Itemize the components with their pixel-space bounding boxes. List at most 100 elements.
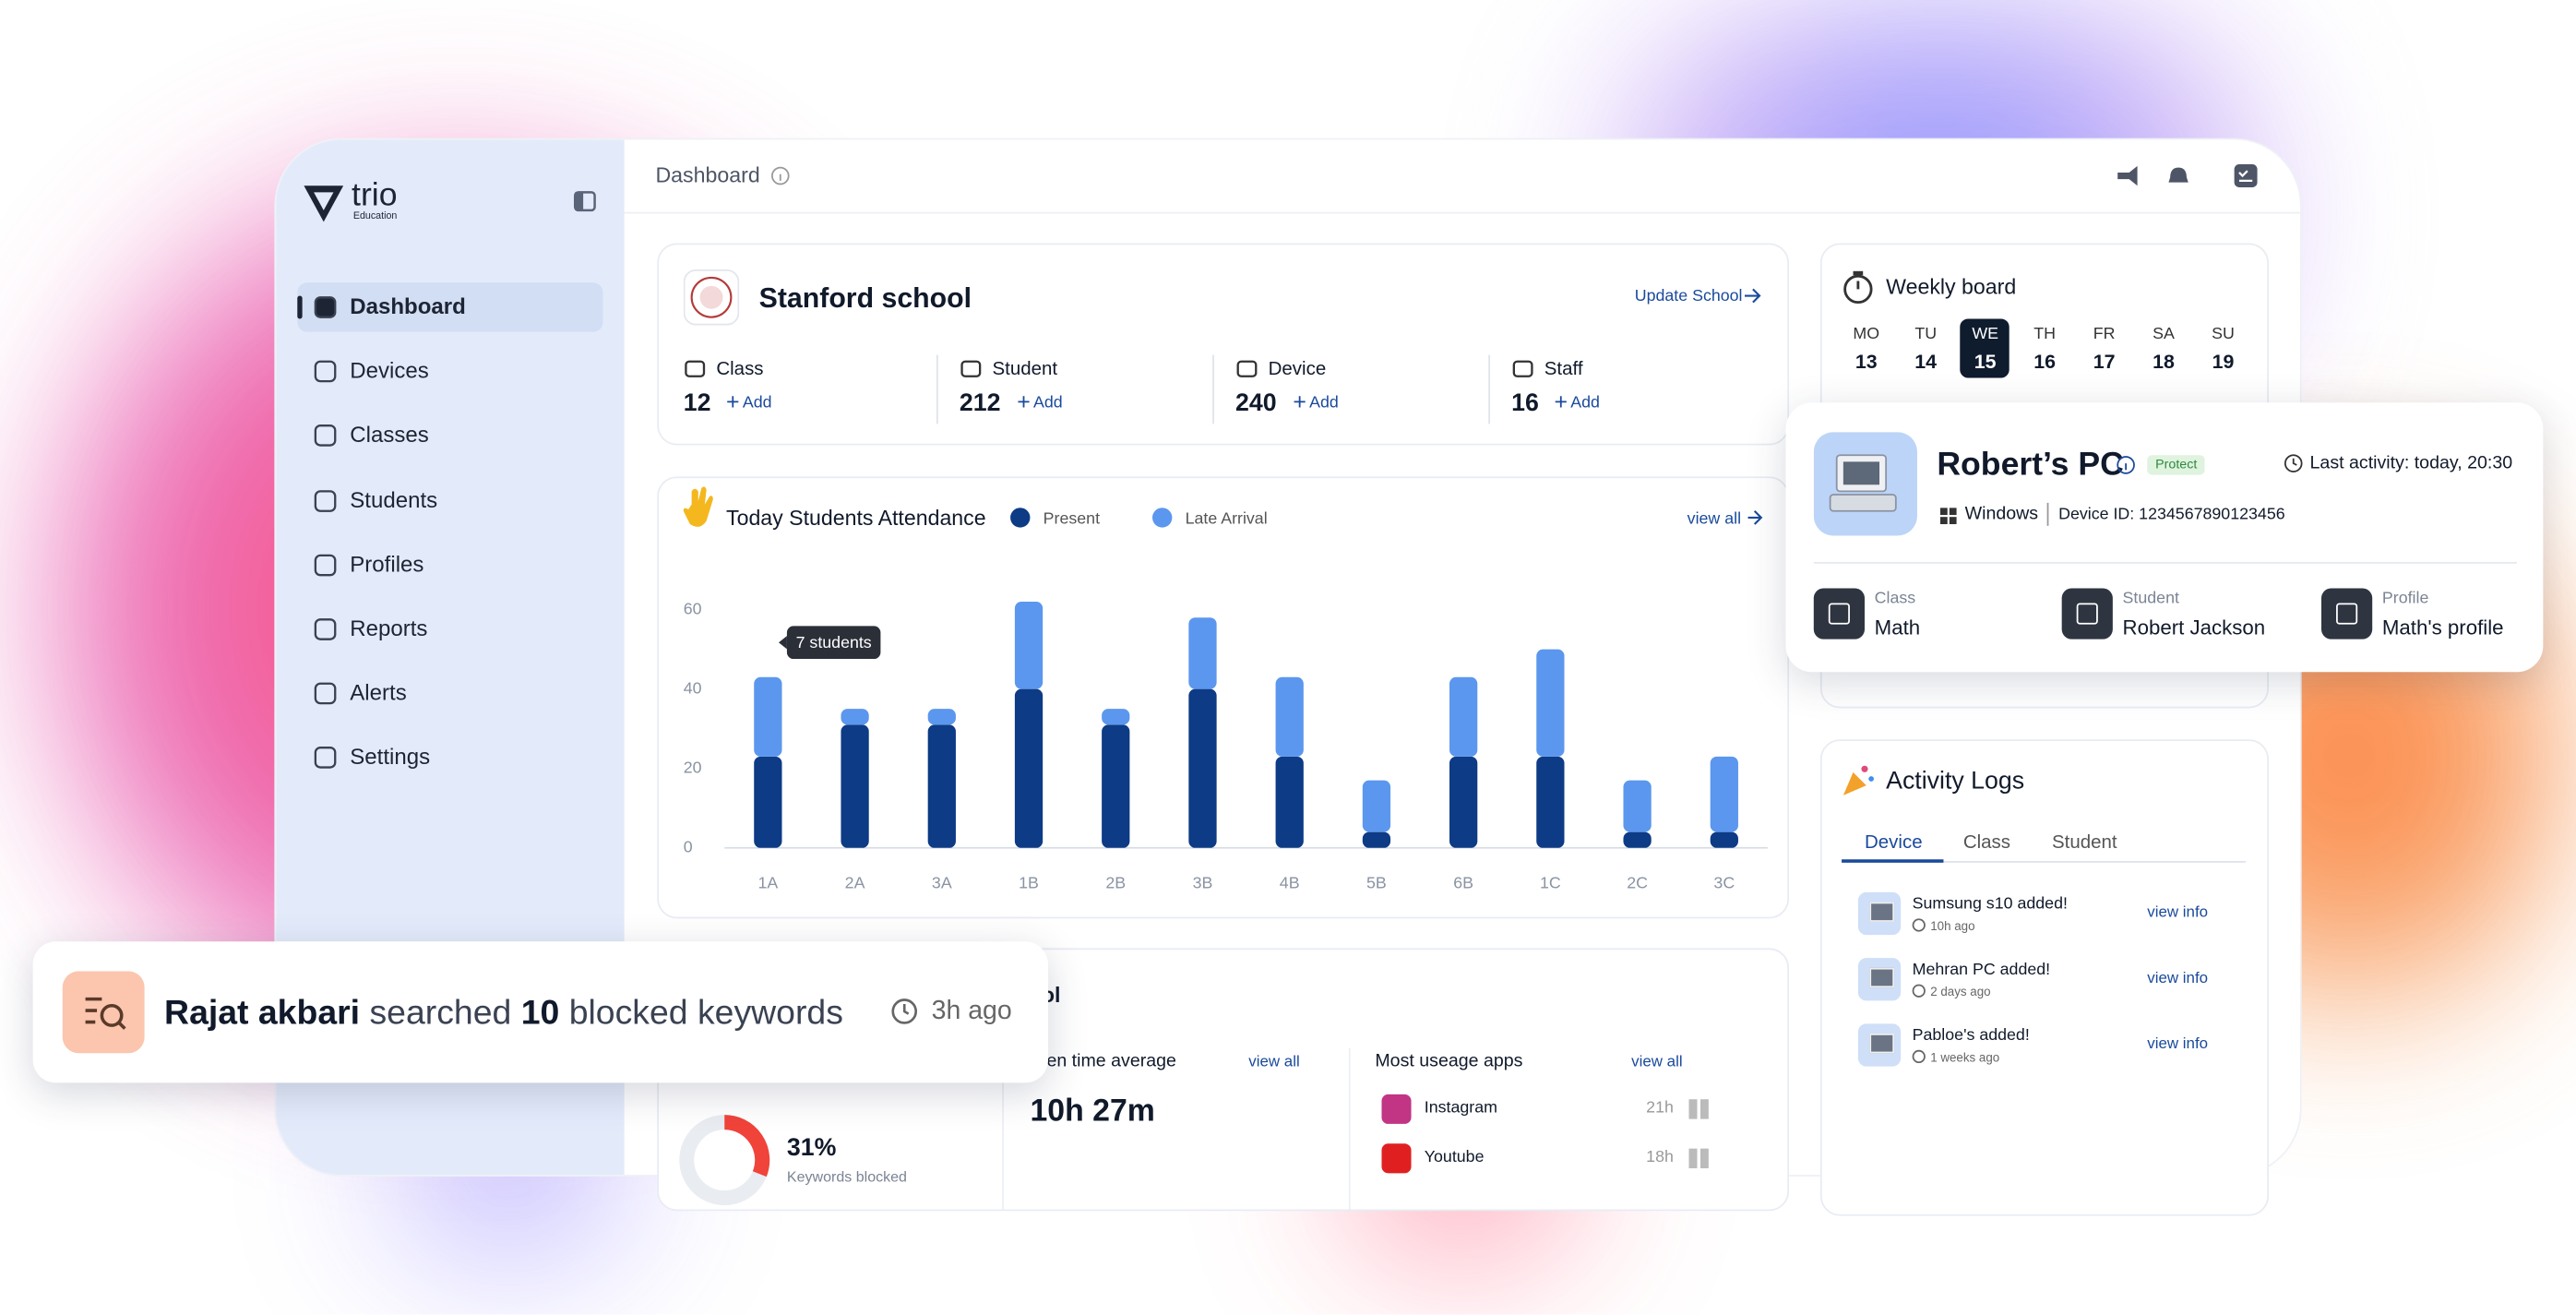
view-all[interactable]: view all	[1248, 1053, 1300, 1071]
day-selected	[1960, 318, 2010, 378]
stat-value: 16	[1511, 389, 1539, 418]
day-name[interactable]: WE	[1972, 325, 1999, 344]
bar	[1623, 780, 1652, 832]
nav-item[interactable]: Classes	[350, 423, 429, 448]
bar	[1710, 831, 1738, 848]
chart-title: Today Students Attendance	[726, 506, 986, 530]
log-time: 2 days ago	[1930, 984, 1991, 999]
field-icon	[2321, 588, 2373, 640]
x-tick-label: 6B	[1453, 874, 1473, 892]
nav-active-bg	[297, 282, 603, 332]
toast-count: 10	[520, 994, 560, 1033]
party-icon	[1843, 765, 1874, 795]
day-name[interactable]: TU	[1914, 325, 1938, 344]
bar	[1362, 831, 1391, 848]
nav-item[interactable]: Devices	[350, 358, 429, 384]
field-value: Math	[1874, 616, 1921, 640]
nav-item[interactable]: Dashboard	[350, 293, 466, 319]
day-name[interactable]: FR	[2093, 325, 2116, 344]
collapse-button[interactable]	[573, 191, 596, 212]
x-tick-label: 3A	[932, 874, 952, 892]
device-popup: Robert’s PC Protect Last activity: today…	[1785, 402, 2544, 673]
day-date[interactable]: 17	[2093, 350, 2116, 374]
view-all[interactable]: view all	[1688, 508, 1741, 527]
device-id: Device ID: 1234567890123456	[2058, 506, 2285, 525]
bar	[1188, 617, 1217, 689]
divider	[1212, 354, 1214, 424]
divider	[1002, 1038, 1004, 1210]
log-time-icon	[1912, 918, 1926, 932]
x-tick-label: 1A	[757, 874, 778, 892]
keyword-card: ol een time average view all 10h 27m Mos…	[657, 948, 1790, 1212]
stat-value: 12	[683, 389, 711, 418]
field-icon-glyph	[2076, 603, 2098, 625]
nav-item[interactable]: Settings	[350, 745, 431, 771]
field-icon	[2061, 588, 2113, 640]
add-button[interactable]: Add	[1033, 394, 1063, 412]
legend-swatch	[1152, 508, 1173, 528]
activity-card: Activity Logs Device Class Student Sumsung…	[1819, 739, 2270, 1216]
view-all[interactable]: view all	[1631, 1053, 1683, 1071]
nav-item[interactable]: Alerts	[350, 680, 407, 706]
app-time: 21h	[1646, 1099, 1674, 1118]
add-button[interactable]: Add	[742, 394, 772, 412]
device-name: Robert’s PC	[1937, 447, 2124, 484]
add-button[interactable]: Add	[1309, 394, 1339, 412]
divider	[936, 354, 938, 424]
tab[interactable]: Student	[2051, 832, 2117, 854]
x-tick-label: 3B	[1193, 874, 1213, 892]
view-info[interactable]: view info	[2147, 903, 2209, 922]
view-info[interactable]: view info	[2147, 969, 2209, 988]
legend-swatch	[1010, 508, 1031, 528]
tab[interactable]: Device	[1864, 832, 1923, 854]
bar	[1449, 676, 1478, 757]
day-date[interactable]: 14	[1914, 350, 1938, 374]
day-date[interactable]: 18	[2153, 350, 2175, 374]
x-tick-label: 2B	[1105, 874, 1126, 892]
nav-item[interactable]: Reports	[350, 616, 428, 641]
tab[interactable]: Class	[1962, 832, 2011, 854]
stat-icon	[1512, 360, 1533, 377]
bar	[754, 676, 782, 757]
stat-label: Staff	[1544, 359, 1583, 380]
nav-item[interactable]: Students	[350, 487, 438, 512]
view-info[interactable]: view info	[2147, 1034, 2209, 1054]
info-icon[interactable]	[2116, 455, 2135, 474]
toast-icon	[62, 971, 145, 1054]
header-icons[interactable]	[2115, 162, 2262, 188]
legend-label: Present	[1044, 508, 1100, 527]
toast-object: blocked keywords	[568, 994, 843, 1033]
tab-rule	[1842, 861, 2247, 863]
bar	[1536, 756, 1565, 848]
icon-shape	[314, 424, 337, 448]
day-name[interactable]: SU	[2212, 325, 2235, 344]
bar	[1102, 709, 1130, 725]
app-icon	[1381, 1094, 1412, 1124]
screen-time-label: een time average	[1036, 1051, 1176, 1071]
day-name[interactable]: MO	[1853, 325, 1880, 344]
log-icon-screen	[1869, 902, 1895, 922]
bar	[841, 709, 869, 725]
nav-active-marker	[297, 295, 303, 319]
update-school[interactable]: Update School	[1634, 287, 1743, 306]
day-date[interactable]: 15	[1974, 350, 1997, 374]
nav-item[interactable]: Profiles	[350, 551, 424, 577]
info-icon[interactable]	[770, 166, 790, 185]
bar	[1275, 676, 1304, 757]
day-date[interactable]: 16	[2033, 350, 2057, 374]
day-date[interactable]: 13	[1854, 350, 1878, 374]
icon-shape	[314, 360, 337, 383]
day-name[interactable]: TH	[2033, 325, 2057, 344]
day-date[interactable]: 19	[2212, 350, 2235, 374]
x-tick-label: 1B	[1019, 874, 1039, 892]
field-icon-glyph	[2336, 603, 2358, 625]
add-button[interactable]: Add	[1570, 394, 1600, 412]
app-name: Youtube	[1424, 1148, 1485, 1167]
weekly-title: Weekly board	[1886, 274, 2017, 300]
divider	[1813, 561, 2517, 564]
icon-shape	[960, 360, 982, 377]
day-name[interactable]: SA	[2153, 325, 2175, 344]
bar	[1623, 831, 1652, 848]
toast-user: Rajat akbari	[164, 994, 361, 1033]
brand: trio	[352, 177, 398, 214]
